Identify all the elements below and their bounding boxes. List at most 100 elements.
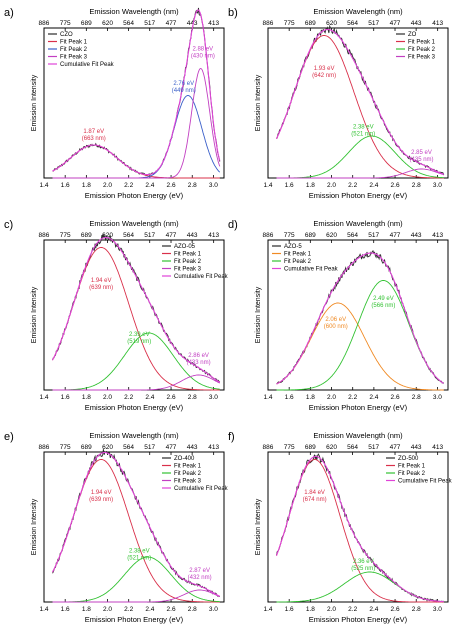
annotation-energy: 2.39 eV: [129, 332, 150, 338]
series-fit-peak: [276, 135, 444, 179]
x-tick-label: 2.8: [188, 394, 197, 401]
top-tick-label: 517: [144, 20, 155, 27]
annotation-energy: 2.87 eV: [189, 568, 210, 574]
x-tick-label: 2.8: [412, 606, 421, 613]
x-tick-label: 3.0: [433, 606, 442, 613]
y-axis-title: Emission Intensity: [255, 74, 262, 131]
top-tick-label: 775: [60, 232, 71, 239]
x-tick-label: 3.0: [209, 394, 218, 401]
top-tick-label: 413: [432, 232, 443, 239]
x-tick-label: 1.6: [285, 606, 294, 613]
panel-label: e): [4, 431, 14, 443]
top-tick-label: 443: [411, 232, 422, 239]
top-tick-label: 564: [347, 444, 358, 451]
x-tick-label: 2.6: [167, 182, 176, 189]
top-tick-label: 620: [102, 444, 113, 451]
annotation-wavelength: (639 nm): [89, 285, 113, 291]
top-tick-label: 443: [187, 232, 198, 239]
top-tick-label: 775: [284, 232, 295, 239]
x-axis-title: Emission Photon Energy (eV): [85, 191, 184, 200]
x-tick-label: 2.4: [369, 182, 378, 189]
x-tick-label: 2.0: [103, 182, 112, 189]
y-axis-title: Emission Intensity: [31, 498, 38, 555]
legend-entry: Fit Peak 3: [408, 55, 436, 61]
series-fit-peak: [52, 332, 220, 391]
series-fit-peak: [276, 168, 444, 179]
annotation-energy: 1.94 eV: [91, 278, 112, 284]
legend-entry: Fit Peak 3: [60, 55, 88, 61]
x-tick-label: 2.0: [327, 182, 336, 189]
legend-entry: AZO-05: [174, 244, 196, 250]
x-axis-title: Emission Photon Energy (eV): [309, 191, 408, 200]
annotation-wavelength: (521 nm): [127, 556, 151, 562]
top-tick-label: 517: [144, 232, 155, 239]
x-tick-label: 2.4: [145, 606, 154, 613]
x-tick-label: 1.8: [82, 182, 91, 189]
top-tick-label: 413: [432, 444, 443, 451]
legend-entry: Cumulative Fit Peak: [174, 274, 229, 280]
annotation-energy: 2.38 eV: [129, 549, 150, 555]
x-axis-title: Emission Photon Energy (eV): [85, 615, 184, 624]
legend-entry: CZO: [60, 32, 73, 38]
series-cumulative-fit: [52, 9, 221, 176]
top-tick-label: 413: [208, 232, 219, 239]
legend-entry: ZO-400: [174, 456, 195, 462]
annotation-wavelength: (435 nm): [410, 157, 434, 163]
top-tick-label: 689: [81, 20, 92, 27]
legend-entry: Fit Peak 1: [408, 40, 436, 46]
annotation-energy: 2.38 eV: [353, 125, 374, 131]
annotation-wavelength: (642 nm): [312, 73, 336, 79]
x-tick-label: 2.6: [391, 182, 400, 189]
x-tick-label: 1.6: [61, 606, 70, 613]
series-cumulative-fit: [276, 252, 445, 385]
top-tick-label: 477: [166, 232, 177, 239]
annotation-wavelength: (432 nm): [188, 575, 212, 581]
x-tick-label: 2.4: [369, 394, 378, 401]
x-tick-label: 1.4: [263, 606, 272, 613]
annotation-wavelength: (433 nm): [187, 360, 211, 366]
panel-label: c): [4, 219, 13, 231]
annotation-energy: 2.49 eV: [373, 296, 394, 302]
annotation-wavelength: (449 nm): [172, 88, 196, 94]
y-axis-title: Emission Intensity: [31, 74, 38, 131]
annotation-wavelength: (674 nm): [303, 497, 327, 503]
top-tick-label: 517: [144, 444, 155, 451]
top-tick-label: 689: [305, 20, 316, 27]
x-tick-label: 2.0: [327, 606, 336, 613]
top-tick-label: 886: [263, 232, 274, 239]
annotation-energy: 2.85 eV: [411, 150, 432, 156]
annotation-energy: 2.36 eV: [353, 559, 374, 565]
annotation-wavelength: (663 nm): [82, 136, 106, 142]
x-tick-label: 2.2: [348, 606, 357, 613]
series-fit-peak: [52, 374, 221, 391]
panel-d: d) 1.4 1.6 1.8 2.0 2.2 2.4 2.6 2.8 3.0 886 775 689 62…: [228, 219, 449, 412]
top-tick-label: 620: [102, 232, 113, 239]
x-tick-label: 2.2: [124, 394, 133, 401]
annotation-wavelength: (521 nm): [351, 132, 375, 138]
legend-entry: Fit Peak 2: [60, 47, 88, 53]
top-tick-label: 517: [368, 232, 379, 239]
top-tick-label: 413: [208, 444, 219, 451]
legend-entry: Fit Peak 1: [174, 464, 202, 470]
annotation-wavelength: (430 nm): [191, 54, 215, 60]
top-tick-label: 443: [411, 444, 422, 451]
x-tick-label: 1.6: [285, 182, 294, 189]
top-tick-label: 477: [390, 444, 401, 451]
top-tick-label: 620: [326, 232, 337, 239]
legend-entry: Fit Peak 1: [60, 40, 88, 46]
top-tick-label: 564: [347, 20, 358, 27]
x-tick-label: 2.4: [369, 606, 378, 613]
x-tick-label: 2.4: [145, 394, 154, 401]
top-tick-label: 620: [102, 20, 113, 27]
x-tick-label: 3.0: [433, 394, 442, 401]
panel-label: f): [228, 431, 235, 443]
x-tick-label: 2.8: [412, 394, 421, 401]
annotation-wavelength: (525 nm): [351, 566, 375, 572]
x-tick-label: 2.2: [124, 606, 133, 613]
panel-label: b): [228, 7, 238, 19]
top-tick-label: 477: [390, 20, 401, 27]
top-tick-label: 564: [123, 232, 134, 239]
x-tick-label: 1.8: [82, 394, 91, 401]
x-tick-label: 2.4: [145, 182, 154, 189]
plot-frame: [267, 451, 449, 603]
